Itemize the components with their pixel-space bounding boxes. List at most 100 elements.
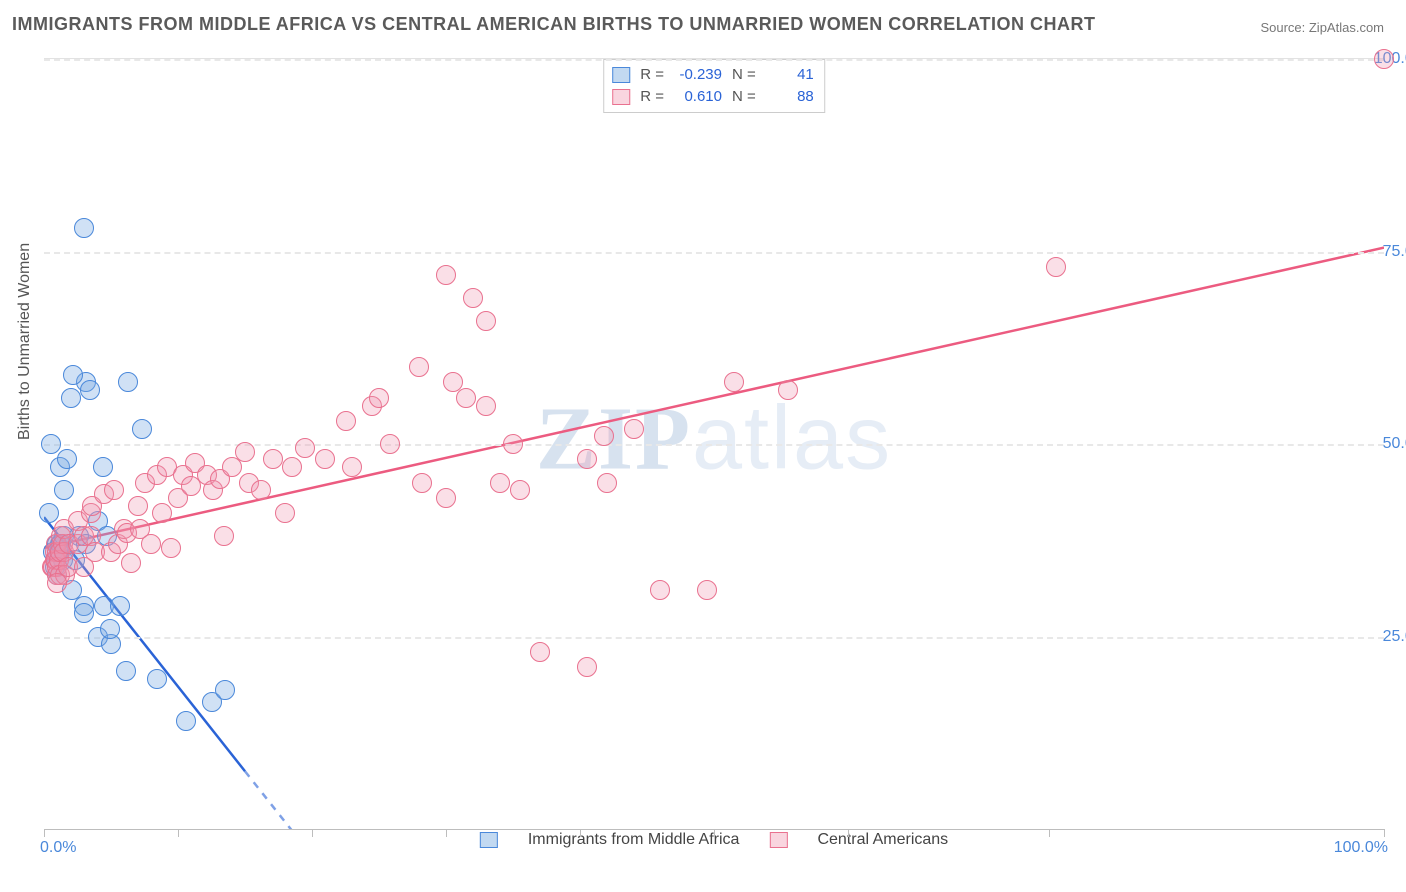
- point-blue: [53, 550, 73, 570]
- x-tick: [312, 829, 313, 837]
- point-blue: [63, 365, 83, 385]
- point-pink: [152, 503, 172, 523]
- stats-swatch-blue: [612, 67, 630, 83]
- point-pink: [54, 542, 74, 562]
- point-pink: [778, 380, 798, 400]
- point-blue: [80, 380, 100, 400]
- stats-r-label: R =: [640, 64, 664, 86]
- point-blue: [94, 596, 114, 616]
- point-blue: [50, 457, 70, 477]
- legend-label-pink: Central Americans: [817, 831, 948, 849]
- x-tick: [1049, 829, 1050, 837]
- point-pink: [147, 465, 167, 485]
- y-tick-label: 100.0%: [1374, 50, 1406, 68]
- point-pink: [336, 411, 356, 431]
- point-blue: [47, 534, 67, 554]
- point-pink: [50, 565, 70, 585]
- point-pink: [101, 542, 121, 562]
- x-tick: [848, 829, 849, 837]
- point-pink: [490, 473, 510, 493]
- stats-n-value-pink: 88: [766, 86, 814, 108]
- x-tick: [446, 829, 447, 837]
- watermark: ZIPatlas: [536, 387, 892, 490]
- point-pink: [510, 480, 530, 500]
- point-pink: [45, 542, 65, 562]
- point-blue: [110, 596, 130, 616]
- x-tick: [714, 829, 715, 837]
- point-blue: [39, 503, 59, 523]
- x-axis-label-min: 0.0%: [40, 839, 76, 857]
- point-pink: [108, 534, 128, 554]
- point-pink: [222, 457, 242, 477]
- point-pink: [409, 357, 429, 377]
- point-pink: [46, 550, 66, 570]
- point-blue: [116, 661, 136, 681]
- point-pink: [436, 488, 456, 508]
- point-pink: [185, 453, 205, 473]
- point-blue: [97, 526, 117, 546]
- x-tick: [580, 829, 581, 837]
- point-pink: [210, 469, 230, 489]
- point-pink: [81, 503, 101, 523]
- point-pink: [117, 523, 137, 543]
- gridline: [44, 252, 1384, 254]
- point-pink: [161, 538, 181, 558]
- point-pink: [203, 480, 223, 500]
- point-pink: [53, 534, 73, 554]
- point-blue: [74, 596, 94, 616]
- point-blue: [147, 669, 167, 689]
- point-blue: [202, 692, 222, 712]
- point-pink: [443, 372, 463, 392]
- point-pink: [50, 542, 70, 562]
- point-blue: [54, 480, 74, 500]
- point-pink: [85, 542, 105, 562]
- point-blue: [76, 372, 96, 392]
- point-pink: [476, 311, 496, 331]
- point-pink: [74, 557, 94, 577]
- point-blue: [57, 449, 77, 469]
- point-pink: [141, 534, 161, 554]
- point-pink: [49, 550, 69, 570]
- point-pink: [436, 265, 456, 285]
- x-axis-label-max: 100.0%: [1334, 839, 1388, 857]
- stats-r-value-pink: 0.610: [674, 86, 722, 108]
- point-blue: [45, 557, 65, 577]
- point-pink: [130, 519, 150, 539]
- point-pink: [135, 473, 155, 493]
- stats-n-label: N =: [732, 64, 756, 86]
- stats-box: R = -0.239 N = 41 R = 0.610 N = 88: [603, 59, 825, 113]
- point-blue: [76, 534, 96, 554]
- point-pink: [456, 388, 476, 408]
- point-pink: [577, 657, 597, 677]
- point-blue: [54, 526, 74, 546]
- point-blue: [43, 542, 63, 562]
- point-pink: [94, 484, 114, 504]
- point-blue: [74, 603, 94, 623]
- point-pink: [55, 565, 75, 585]
- point-blue: [74, 218, 94, 238]
- point-pink: [295, 438, 315, 458]
- point-blue: [215, 680, 235, 700]
- point-blue: [46, 550, 66, 570]
- point-pink: [577, 449, 597, 469]
- watermark-bold: ZIP: [536, 389, 692, 488]
- point-blue: [132, 419, 152, 439]
- point-pink: [104, 480, 124, 500]
- point-blue: [49, 542, 69, 562]
- stats-r-value-blue: -0.239: [674, 64, 722, 86]
- gridline: [44, 637, 1384, 639]
- stats-r-label: R =: [640, 86, 664, 108]
- point-pink: [263, 449, 283, 469]
- point-pink: [697, 580, 717, 600]
- x-tick: [178, 829, 179, 837]
- point-pink: [369, 388, 389, 408]
- stats-row-blue: R = -0.239 N = 41: [612, 64, 814, 86]
- point-pink: [597, 473, 617, 493]
- point-pink: [59, 534, 79, 554]
- point-pink: [251, 480, 271, 500]
- point-blue: [69, 526, 89, 546]
- point-blue: [47, 565, 67, 585]
- point-pink: [463, 288, 483, 308]
- point-pink: [157, 457, 177, 477]
- point-pink: [82, 496, 102, 516]
